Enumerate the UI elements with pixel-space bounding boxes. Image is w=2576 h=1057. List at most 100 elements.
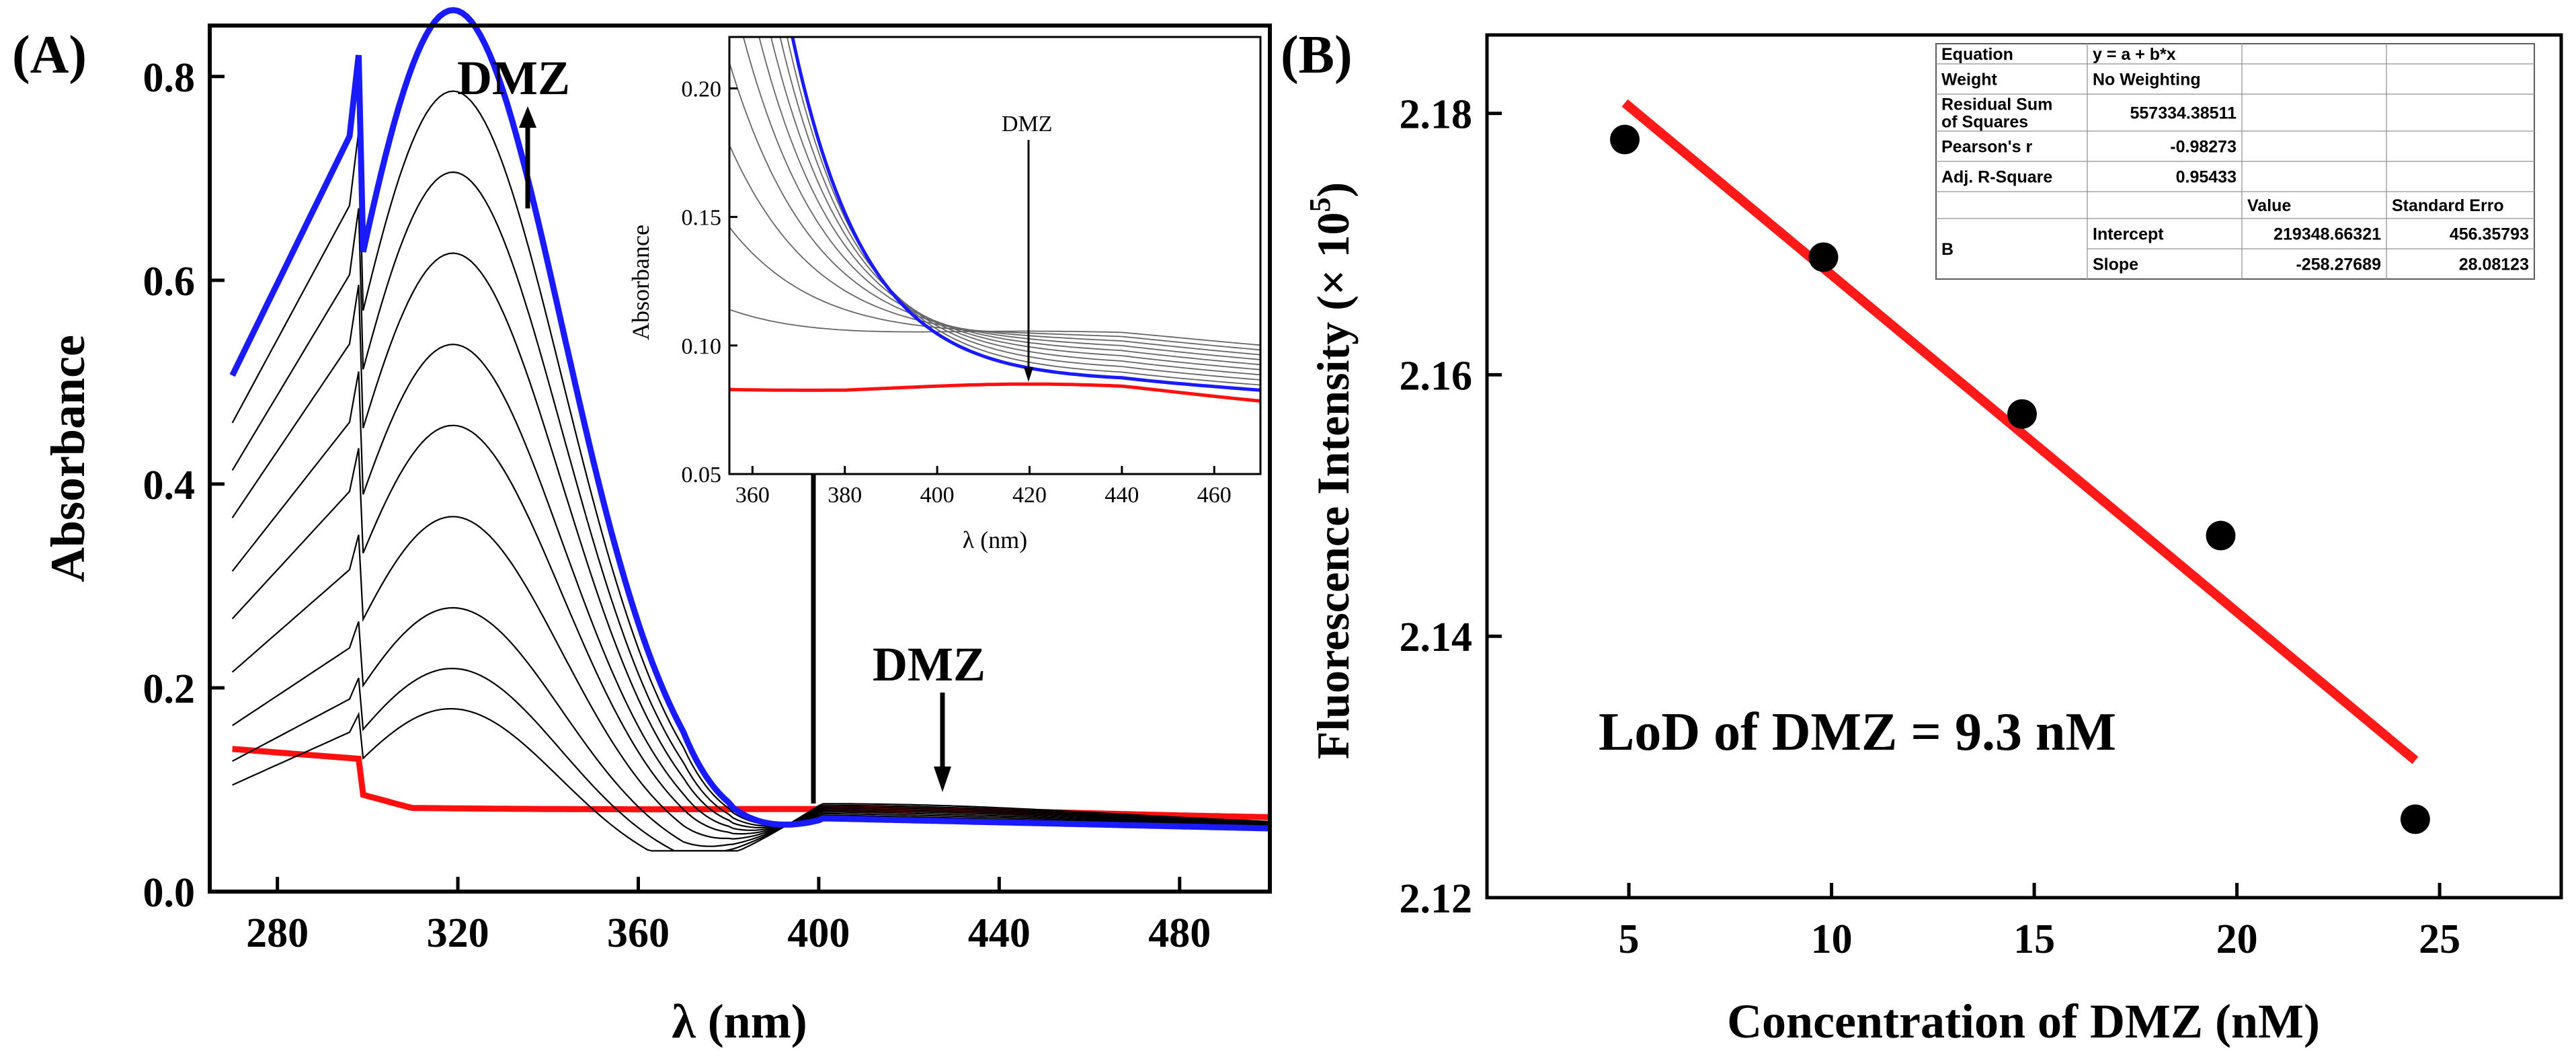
fit-table-text: Slope bbox=[2093, 256, 2138, 274]
fit-table-text: 28.08123 bbox=[2459, 256, 2529, 274]
inset-ticks: 360 380 400 420 440 460 0.05 0.10 0.15 0.20 bbox=[682, 77, 1232, 508]
inset-series-group bbox=[729, 37, 1260, 403]
data-point bbox=[2007, 399, 2037, 429]
inset-frame bbox=[728, 36, 1262, 475]
dmz-annotation-down: DMZ bbox=[873, 637, 985, 691]
dmz-arrow-up bbox=[519, 106, 536, 208]
fit-table-text: Equation bbox=[1941, 45, 2013, 64]
fit-table-text: Pearson's r bbox=[1941, 138, 2032, 157]
panel-a-xtick-label: 360 bbox=[607, 910, 670, 956]
fit-table-text: Adj. R-Square bbox=[1941, 168, 2052, 187]
fit-table-text: 219348.66321 bbox=[2273, 225, 2381, 244]
panel-a-xtick-label: 280 bbox=[246, 910, 309, 956]
dmz-annotation-up: DMZ bbox=[457, 51, 570, 105]
panel-a-series bbox=[229, 7, 1271, 852]
panel-b-frame bbox=[1485, 33, 2563, 900]
data-point bbox=[2400, 804, 2430, 834]
inset-xtick-label: 420 bbox=[1012, 483, 1047, 508]
series-line bbox=[231, 516, 1271, 840]
inset-ylabel: Absorbance bbox=[627, 225, 654, 340]
inset-series bbox=[729, 37, 1260, 403]
inset-line bbox=[786, 37, 1260, 386]
fit-table-text: -258.27689 bbox=[2296, 256, 2381, 274]
inset-ytick-label: 0.05 bbox=[682, 463, 722, 487]
panel-a-xtick-label: 440 bbox=[968, 910, 1031, 956]
data-point bbox=[2206, 520, 2236, 551]
dmz-arrow-down bbox=[934, 693, 951, 792]
panel-b-ticks: 5 10 15 20 25 2.12 2.14 2.16 2.18 bbox=[1400, 92, 2461, 962]
panel-b-xtick-label: 20 bbox=[2216, 916, 2258, 962]
inset-plot: 360 380 400 420 440 460 0.05 0.10 0.15 0.20 bbox=[682, 36, 1262, 508]
series-line bbox=[231, 344, 1271, 831]
panel-a-ytick-label: 0.4 bbox=[143, 463, 196, 508]
inset-dmz-arrow bbox=[1024, 140, 1033, 382]
fit-table-text: Standard Erro bbox=[2392, 196, 2504, 215]
inset-line-red bbox=[729, 382, 1260, 403]
panel-b-xtick-label: 10 bbox=[1811, 916, 1853, 962]
panel-b-xtick-label: 25 bbox=[2419, 916, 2460, 962]
series-line bbox=[231, 252, 1271, 829]
fit-table-text: Value bbox=[2247, 196, 2291, 215]
panel-b-xtick-label: 5 bbox=[1619, 916, 1640, 962]
data-point bbox=[1808, 242, 1839, 272]
inset-line bbox=[742, 37, 1260, 366]
fit-line bbox=[1621, 99, 2419, 765]
panel-a-ticks: 280 320 360 400 440 480 0.0 0.2 0.4 0.6 0.8 bbox=[143, 55, 1211, 956]
inset-ytick-label: 0.15 bbox=[682, 206, 722, 231]
series-line bbox=[232, 707, 1271, 852]
inset-line bbox=[758, 37, 1260, 370]
inset-line-blue bbox=[791, 37, 1260, 392]
panel-a-xtick-label: 320 bbox=[427, 910, 489, 956]
inset-xtick-label: 360 bbox=[735, 483, 770, 508]
panel-b-ylabel: Fluorescence Intensity (× 105) bbox=[1303, 182, 1359, 759]
panel-a-xtick-label: 400 bbox=[787, 910, 850, 956]
fit-table-text: 0.95433 bbox=[2176, 168, 2237, 187]
inset-line bbox=[729, 227, 1260, 351]
fit-table-text: -0.98273 bbox=[2170, 138, 2237, 157]
panel-b-xlabel: Concentration of DMZ (nM) bbox=[1727, 994, 2320, 1048]
data-point bbox=[1610, 124, 1640, 155]
inset-xtick-label: 440 bbox=[1104, 483, 1139, 508]
panel-a-label: (A) bbox=[12, 26, 87, 85]
panel-a-ytick-label: 0.2 bbox=[143, 666, 196, 712]
panel-a-frame bbox=[208, 24, 1272, 894]
inset-line bbox=[729, 62, 1260, 360]
panel-b-label: (B) bbox=[1281, 26, 1353, 85]
inset-ytick-label: 0.20 bbox=[682, 77, 722, 102]
series-line bbox=[231, 606, 1271, 847]
series-line bbox=[231, 424, 1271, 835]
inset-ytick-label: 0.10 bbox=[682, 334, 722, 359]
panel-a-xlabel: λ (nm) bbox=[672, 994, 807, 1048]
series-line-blue bbox=[229, 7, 1271, 832]
inset-dmz-annotation: DMZ bbox=[1002, 112, 1053, 136]
panel-a-xtick-label: 480 bbox=[1148, 910, 1211, 956]
panel-a-ytick-label: 0.8 bbox=[143, 55, 196, 101]
panel-b-xtick-label: 15 bbox=[2013, 916, 2055, 962]
panel-a-plot: 280 320 360 400 440 480 0.0 0.2 0.4 0.6 0.8 bbox=[143, 7, 1272, 956]
inset-line bbox=[770, 37, 1260, 376]
series-line bbox=[232, 668, 1271, 852]
panel-b-fit bbox=[1621, 99, 2419, 765]
fit-table-text: No Weighting bbox=[2093, 71, 2201, 89]
inset-xlabel: λ (nm) bbox=[963, 526, 1027, 553]
fit-table-cell bbox=[2386, 248, 2535, 280]
panel-a-ylabel: Absorbance bbox=[41, 335, 95, 582]
panel-a-ytick-label: 0.6 bbox=[143, 259, 196, 305]
fit-table-text: B bbox=[1941, 240, 1954, 259]
fit-table-text: Weight bbox=[1941, 71, 1998, 89]
fit-table-text: Residual Sum bbox=[1941, 95, 2052, 114]
lod-text: LoD of DMZ = 9.3 nM bbox=[1599, 703, 2116, 762]
panel-b-ytick-label: 2.12 bbox=[1400, 876, 1473, 922]
panel-b-ytick-label: 2.18 bbox=[1400, 92, 1473, 138]
panel-b-ytick-label: 2.16 bbox=[1400, 353, 1473, 399]
inset-xtick-label: 380 bbox=[828, 483, 862, 508]
panel-a-ytick-label: 0.0 bbox=[143, 870, 196, 916]
panel-b-ytick-label: 2.14 bbox=[1400, 615, 1473, 660]
fit-table-text: Intercept bbox=[2093, 225, 2164, 244]
panel-b-plot: 5 10 15 20 25 2.12 2.14 2.16 2.18 bbox=[1400, 33, 2563, 962]
inset-line bbox=[729, 145, 1260, 356]
fit-table-text: of Squares bbox=[1941, 113, 2028, 132]
fit-results-table: Equation y = a + b*x Weight No Weighting Res… bbox=[1935, 43, 2535, 280]
inset-xtick-label: 460 bbox=[1197, 483, 1232, 508]
